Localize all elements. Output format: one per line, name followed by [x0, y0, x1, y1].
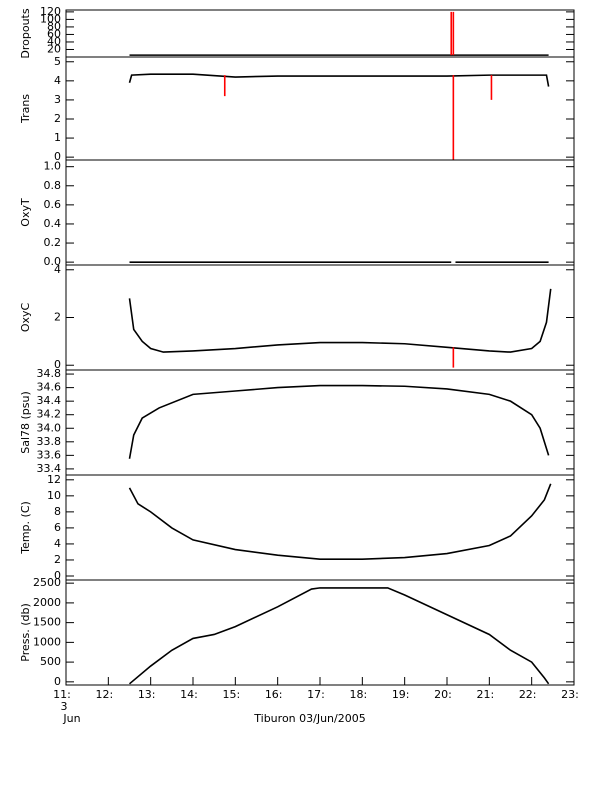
y-axis-label: Temp. (C) — [19, 501, 32, 555]
y-tick-label: 0.4 — [44, 217, 62, 230]
x-sublabel: 3 — [61, 700, 68, 713]
y-tick-label: 0 — [54, 358, 61, 371]
y-tick-label: 60 — [47, 27, 61, 40]
y-tick-label: 34.4 — [37, 394, 62, 407]
y-tick-label: 40 — [47, 35, 61, 48]
y-tick-label: 34.8 — [37, 367, 62, 380]
panel-frame — [65, 264, 575, 371]
data-line — [128, 587, 550, 685]
data-line — [128, 288, 552, 353]
y-tick-label: 80 — [47, 20, 61, 33]
y-tick-label: 4 — [54, 74, 61, 87]
panel-frame — [65, 56, 575, 161]
y-axis-label: OxyC — [19, 303, 32, 333]
y-tick-label: 20 — [47, 42, 61, 55]
x-tick-label: 18: — [349, 688, 367, 701]
x-tick-label: 19: — [392, 688, 410, 701]
y-tick-label: 33.4 — [37, 462, 62, 475]
x-tick-label: 11: — [53, 688, 71, 701]
y-tick-label: 0 — [54, 675, 61, 688]
y-axis-label: OxyT — [19, 198, 32, 227]
x-tick-label: 12: — [95, 688, 113, 701]
panel-frame — [65, 579, 575, 686]
y-tick-label: 33.8 — [37, 435, 62, 448]
y-tick-label: 34.2 — [37, 408, 62, 421]
y-tick-label: 2 — [54, 112, 61, 125]
y-tick-label: 2 — [54, 553, 61, 566]
y-tick-label: 2500 — [33, 576, 61, 589]
y-tick-label: 3 — [54, 93, 61, 106]
y-tick-label: 34.6 — [37, 381, 62, 394]
y-tick-label: 0 — [54, 150, 61, 163]
y-tick-label: 100 — [40, 12, 61, 25]
y-axis-label: Sal78 (psu) — [19, 391, 32, 454]
data-line — [128, 73, 550, 87]
x-tick-label: 13: — [138, 688, 156, 701]
y-tick-label: 0.6 — [44, 198, 62, 211]
x-tick-label: 22: — [519, 688, 537, 701]
y-tick-label: 1000 — [33, 635, 61, 648]
y-tick-label: 2000 — [33, 596, 61, 609]
x-tick-label: 17: — [307, 688, 325, 701]
y-tick-label: 500 — [40, 655, 61, 668]
y-tick-label: 0.8 — [44, 179, 62, 192]
y-tick-label: 12 — [47, 473, 61, 486]
x-tick-label: 15: — [222, 688, 240, 701]
y-tick-label: 1 — [54, 131, 61, 144]
y-axis-label: Press. (db) — [19, 603, 32, 662]
y-tick-label: 2 — [54, 311, 61, 324]
y-tick-label: 1500 — [33, 616, 61, 629]
x-tick-label: 20: — [434, 688, 452, 701]
x-tick-label: 16: — [265, 688, 283, 701]
y-tick-label: 33.6 — [37, 448, 62, 461]
y-tick-label: 0.0 — [44, 255, 62, 268]
y-tick-label: 6 — [54, 521, 61, 534]
x-tick-label: 23: — [561, 688, 579, 701]
data-line — [223, 75, 493, 160]
x-sublabel: Jun — [62, 712, 80, 725]
y-tick-label: 0.2 — [44, 236, 62, 249]
x-tick-label: 14: — [180, 688, 198, 701]
y-tick-label: 120 — [40, 5, 61, 18]
y-tick-label: 8 — [54, 505, 61, 518]
y-tick-label: 10 — [47, 489, 61, 502]
data-line — [128, 483, 552, 560]
y-tick-label: 4 — [54, 537, 61, 550]
panel-frame — [65, 9, 575, 58]
data-line — [450, 11, 455, 56]
y-tick-label: 34.0 — [37, 421, 62, 434]
y-axis-label: Dropouts — [19, 8, 32, 58]
y-tick-label: 5 — [54, 55, 61, 68]
y-tick-label: 0 — [54, 569, 61, 582]
x-axis-label: Tiburon 03/Jun/2005 — [253, 712, 365, 725]
x-tick-label: 21: — [476, 688, 494, 701]
panel-frame — [65, 474, 575, 581]
y-tick-label: 4 — [54, 263, 61, 276]
data-line — [128, 384, 550, 459]
y-axis-label: Trans — [19, 94, 32, 124]
y-tick-label: 1.0 — [44, 160, 62, 173]
panel-frame — [65, 159, 575, 266]
